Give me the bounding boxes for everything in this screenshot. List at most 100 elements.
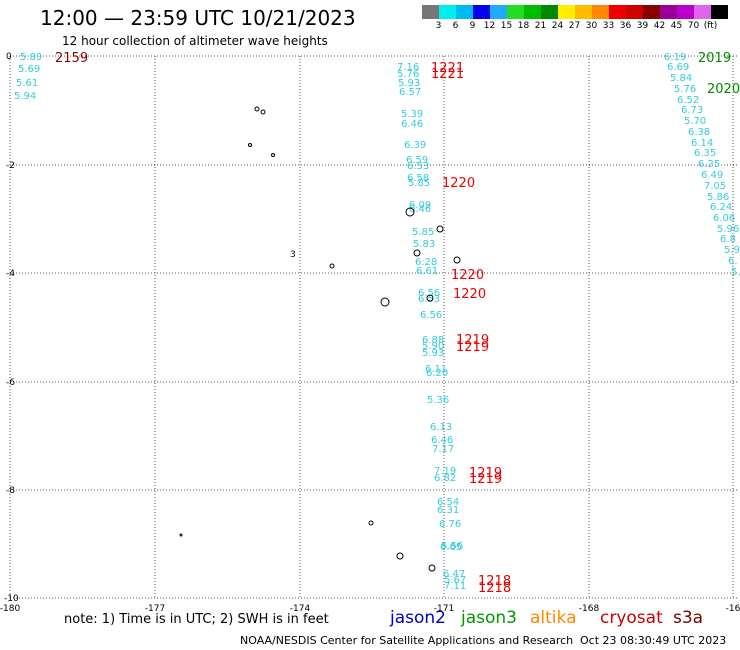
wave-height-label: 7.05	[704, 181, 726, 192]
wave-height-label: 5.85	[408, 178, 430, 189]
x-tick-label: -168	[579, 604, 600, 614]
scale-swatch	[422, 5, 439, 19]
wave-height-label: 5.96	[717, 224, 739, 235]
pass-time-label: 1218	[478, 574, 511, 589]
scale-label: (ft)	[703, 21, 718, 31]
wave-height-label: 6.82	[434, 473, 456, 484]
y-tick-label: -4	[6, 269, 15, 279]
legend-jason3: jason3	[461, 608, 517, 628]
wave-height-label: 5.56	[441, 541, 463, 552]
scale-swatch	[558, 5, 575, 19]
pass-time-label: 1219	[456, 340, 489, 355]
wave-height-label: 5.86	[707, 192, 729, 203]
wave-height-label: 5.67	[444, 575, 466, 586]
pass-time-label: 1220	[451, 268, 484, 283]
wave-height-label: 7.16	[397, 62, 419, 73]
wave-height-label: 6.61	[416, 266, 438, 277]
wave-height-label: 7.19	[434, 466, 456, 477]
wave-height-color-scale	[422, 5, 728, 19]
scale-swatch	[609, 5, 626, 19]
scale-swatch	[660, 5, 677, 19]
scale-label: 6	[452, 21, 459, 31]
generated-timestamp: Oct 23 08:30:49 UTC 2023	[580, 634, 727, 647]
island-outline	[413, 249, 421, 257]
pass-time-label: 1220	[453, 287, 486, 302]
y-tick-label: -2	[6, 161, 15, 171]
x-tick-label: -177	[145, 604, 165, 614]
scale-label: 39	[636, 21, 649, 31]
wave-height-label: 6.35	[694, 148, 716, 159]
scale-label: 30	[585, 21, 598, 31]
wave-height-label: 6.09	[409, 200, 431, 211]
wave-height-label: 6.65	[440, 542, 462, 553]
scale-swatch	[677, 5, 694, 19]
wave-height-label: 5.93	[398, 78, 420, 89]
wave-height-label: 6.19	[664, 52, 686, 63]
pass-time-label: 1219	[469, 466, 502, 481]
pass-time-label: 1219	[469, 472, 502, 487]
scale-swatch	[711, 5, 728, 19]
legend-jason2: jason2	[390, 608, 446, 628]
x-tick-label: -171	[434, 604, 454, 614]
island-outline	[329, 263, 335, 269]
scale-swatch	[490, 5, 507, 19]
island-outline	[436, 225, 444, 233]
scale-label: 12	[483, 21, 496, 31]
wave-height-label: 6.53	[407, 161, 429, 172]
pass-time-label: 1219	[456, 333, 489, 348]
wave-height-label: 6.53	[418, 294, 440, 305]
legend-altika: altika	[530, 608, 577, 628]
scale-swatch	[643, 5, 660, 19]
wave-height-label: 6.73	[681, 105, 703, 116]
pass-time-label: 2159	[55, 51, 88, 66]
wave-height-label: 6.47	[443, 569, 465, 580]
scale-swatch	[626, 5, 643, 19]
wave-height-label: 6.88	[422, 335, 444, 346]
island-label: 3	[290, 250, 296, 260]
pass-time-label: 1221	[431, 67, 464, 82]
wave-height-label: 5.36	[427, 395, 449, 406]
wave-height-label: 6.52	[677, 95, 699, 106]
scale-swatch	[456, 5, 473, 19]
island-outline	[248, 143, 252, 147]
wave-height-label: 5.90	[422, 341, 444, 352]
wave-height-label: 6.39	[404, 140, 426, 151]
wave-height-label: 6.46	[431, 435, 453, 446]
island-outline	[428, 564, 436, 572]
scale-label: 3	[435, 21, 442, 31]
wave-height-label: 6.69	[667, 62, 689, 73]
wave-height-label: 6.11	[425, 364, 447, 375]
island-outline	[368, 520, 374, 526]
wave-height-label: 6.06	[713, 213, 735, 224]
wave-height-label: 6.49	[701, 170, 723, 181]
wave-height-label: 7.17	[432, 444, 454, 455]
island-outline	[396, 552, 404, 560]
wave-height-label: 6.31	[437, 505, 459, 516]
wave-height-label: 6.76	[439, 519, 461, 530]
island-outline	[254, 106, 260, 112]
wave-height-label: 5.	[731, 267, 740, 278]
wave-height-label: 7.11	[444, 581, 466, 592]
x-tick-label: -180	[0, 604, 20, 614]
pass-time-label: 2019	[698, 51, 731, 66]
wave-height-label: 5.94	[14, 91, 36, 102]
scale-label: 24	[551, 21, 564, 31]
scale-label: 9	[469, 21, 476, 31]
wave-height-label: 5.70	[684, 116, 706, 127]
wave-height-label: 5.93	[422, 348, 444, 359]
wave-height-label: 6.46	[409, 204, 431, 215]
wave-height-label: 6.58	[407, 173, 429, 184]
wave-height-label: 6.46	[401, 119, 423, 130]
units-note: note: 1) Time is in UTC; 2) SWH is in fe…	[64, 612, 329, 627]
chart-subtitle: 12 hour collection of altimeter wave hei…	[62, 34, 328, 48]
wave-height-label: 5.39	[401, 109, 423, 120]
wave-height-label: 6.56	[420, 310, 442, 321]
scale-swatch	[524, 5, 541, 19]
scale-label: 21	[534, 21, 547, 31]
scale-label: 18	[517, 21, 530, 31]
wave-height-label: 6.20	[426, 368, 448, 379]
scale-label: 42	[653, 21, 666, 31]
wave-height-label: 5.84	[670, 73, 692, 84]
wave-height-label: 6.54	[437, 497, 459, 508]
